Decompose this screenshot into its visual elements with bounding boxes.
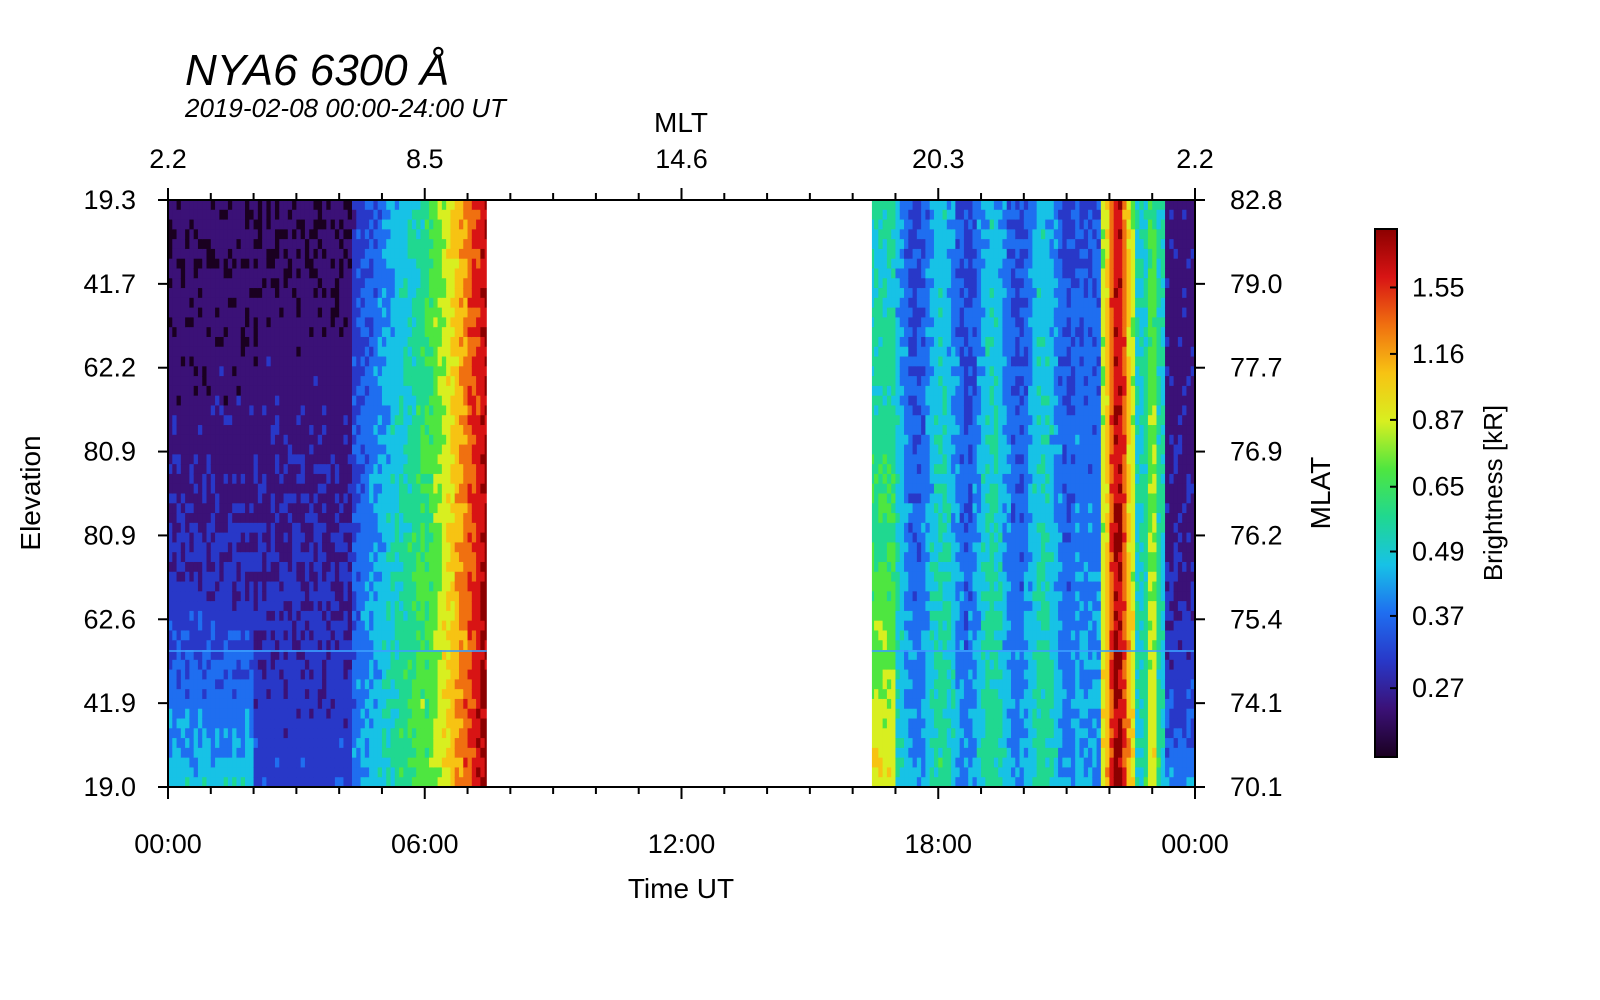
x-tick-label: 06:00 [391,829,459,859]
colorbar-gradient [1374,228,1398,758]
chart-subtitle: 2019-02-08 00:00-24:00 UT [185,93,506,123]
chart-title: NYA6 6300 Å [185,46,450,95]
y-axis-label-left: Elevation [15,435,46,550]
y-tick-label-right: 79.0 [1230,269,1283,299]
y-tick-label-right: 75.4 [1230,604,1283,634]
top-tick-label: 2.2 [149,144,187,174]
y-tick-label-left: 19.0 [83,772,136,802]
y-tick-label-left: 62.6 [83,604,136,634]
top-tick-label: 14.6 [655,144,708,174]
data-gap [486,200,872,787]
top-tick-label: 8.5 [406,144,444,174]
y-tick-label-left: 62.2 [83,353,136,383]
y-tick-label-right: 70.1 [1230,772,1283,802]
colorbar-tick-label: 0.27 [1412,673,1465,703]
x-axis-label: Time UT [628,873,734,904]
y-tick-label-right: 74.1 [1230,688,1283,718]
colorbar-tick-label: 0.87 [1412,405,1465,435]
y-axis-label-right: MLAT [1305,457,1336,530]
colorbar-label: Brightness [kR] [1478,405,1508,581]
colorbar-tick-label: 1.55 [1412,272,1465,302]
y-tick-label-right: 76.2 [1230,520,1283,550]
y-tick-label-right: 77.7 [1230,353,1283,383]
top-tick-label: 20.3 [912,144,965,174]
colorbar-tick-label: 0.37 [1412,601,1465,631]
top-axis-label: MLT [654,107,708,138]
plot-area [168,200,1196,788]
colorbar-tick-label: 1.16 [1412,339,1465,369]
y-tick-label-left: 41.7 [83,269,136,299]
y-tick-label-right: 76.9 [1230,437,1283,467]
x-tick-label: 00:00 [134,829,202,859]
colorbar: 1.55 1.16 0.87 0.65 0.49 0.37 0.27 [1374,228,1465,758]
axes: 00:00 06:00 12:00 18:00 00:00 2.2 8.5 14.6 20.3 2… [83,144,1282,859]
y-tick-label-right: 82.8 [1230,185,1283,215]
x-tick-label: 12:00 [648,829,716,859]
x-tick-label: 00:00 [1161,829,1229,859]
y-tick-label-left: 80.9 [83,520,136,550]
colorbar-tick-label: 0.49 [1412,537,1465,567]
colorbar-tick-label: 0.65 [1412,472,1465,502]
y-tick-label-left: 41.9 [83,688,136,718]
top-tick-label: 2.2 [1176,144,1214,174]
y-tick-label-left: 80.9 [83,437,136,467]
x-tick-label: 18:00 [904,829,972,859]
y-tick-label-left: 19.3 [83,185,136,215]
